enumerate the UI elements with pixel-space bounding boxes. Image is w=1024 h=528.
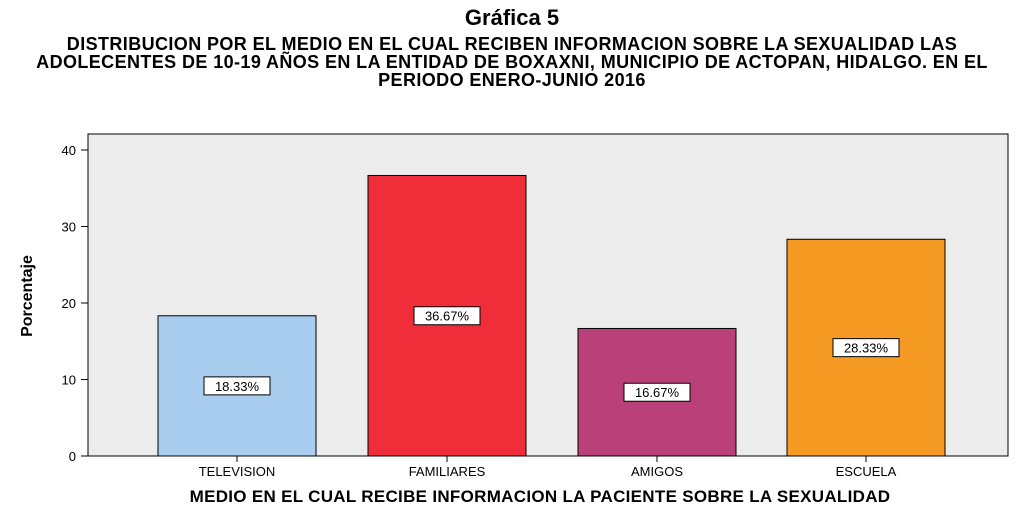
chart-title: DISTRIBUCION POR EL MEDIO EN EL CUAL REC… (36, 34, 988, 90)
y-tick-label: 30 (62, 220, 76, 235)
bars: 18.33% 36.67% 16.67% 28.33% (157, 174, 946, 457)
x-tick-label: FAMILIARES (409, 464, 486, 479)
x-axis: TELEVISION FAMILIARES AMIGOS ESCUELA (199, 456, 897, 479)
y-tick-label: 0 (69, 449, 76, 464)
y-tick-label: 20 (62, 296, 76, 311)
data-label: 18.33% (215, 379, 260, 394)
data-label-box (832, 338, 900, 358)
chart-heading: Gráfica 5 (464, 5, 560, 30)
y-tick-label: 10 (62, 373, 76, 388)
y-axis-label: Porcentaje (19, 255, 36, 337)
y-tick-label: 40 (62, 143, 76, 158)
y-axis: 0 10 20 30 40 (62, 143, 88, 464)
x-axis-label: MEDIO EN EL CUAL RECIBE INFORMACION LA P… (189, 487, 891, 506)
data-label-box (203, 376, 271, 396)
data-label: 16.67% (635, 385, 680, 400)
data-label-box (623, 382, 691, 402)
data-label: 28.33% (844, 341, 889, 356)
x-tick-label: TELEVISION (199, 464, 276, 479)
data-label-box (413, 306, 481, 326)
x-tick-label: AMIGOS (631, 464, 683, 479)
data-label: 36.67% (425, 309, 470, 324)
x-tick-label: ESCUELA (836, 464, 897, 479)
